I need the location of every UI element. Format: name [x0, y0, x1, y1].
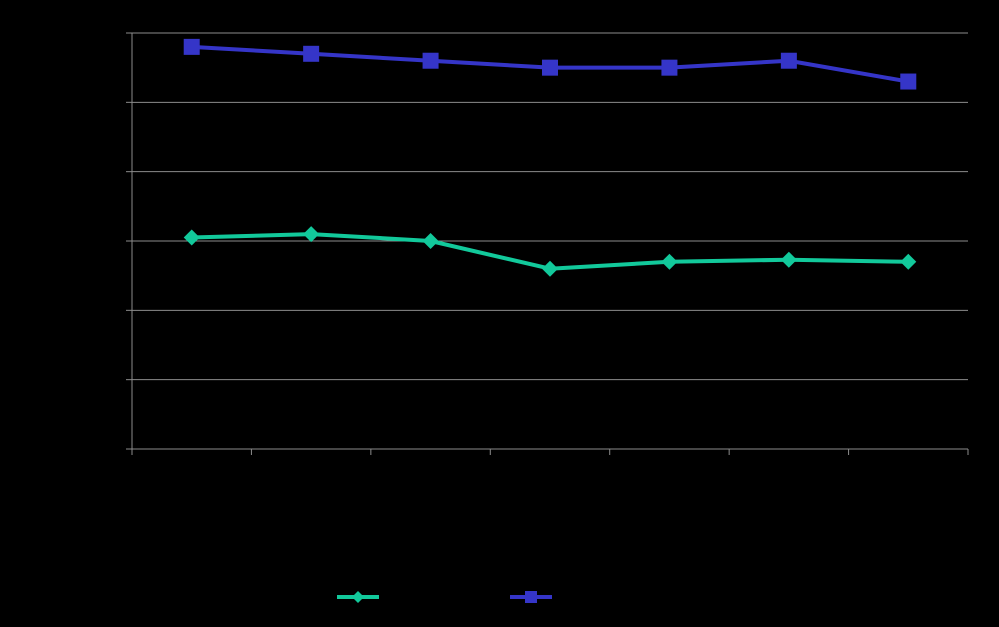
legend-marker-series-2 [525, 591, 537, 603]
series-1-point [900, 253, 917, 270]
series-2-point [780, 52, 797, 69]
series-1-point [422, 233, 439, 249]
series-1-point [542, 260, 558, 277]
series-2-point [661, 59, 678, 76]
series-2-point [422, 52, 439, 69]
legend-marker-series-1 [352, 591, 364, 603]
series-2-point [542, 59, 558, 76]
axes [126, 32, 969, 455]
series-1-point [183, 229, 200, 246]
series-1-point [661, 253, 678, 270]
legend [337, 591, 552, 603]
series-2-point [183, 38, 200, 55]
gridlines [132, 32, 968, 381]
series-1-point [303, 226, 320, 243]
series-2-point [303, 45, 320, 62]
series-layer [183, 38, 917, 277]
series-2-point [900, 73, 917, 90]
series-1-point [780, 251, 797, 268]
